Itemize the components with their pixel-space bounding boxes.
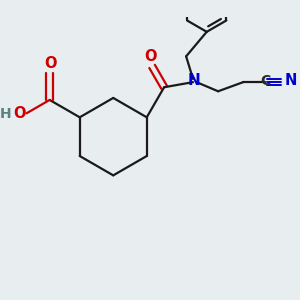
Text: C: C — [260, 74, 270, 88]
Text: O: O — [45, 56, 57, 71]
Text: N: N — [188, 73, 200, 88]
Text: O: O — [145, 49, 157, 64]
Text: N: N — [285, 73, 297, 88]
Text: H: H — [0, 107, 12, 121]
Text: O: O — [14, 106, 26, 121]
